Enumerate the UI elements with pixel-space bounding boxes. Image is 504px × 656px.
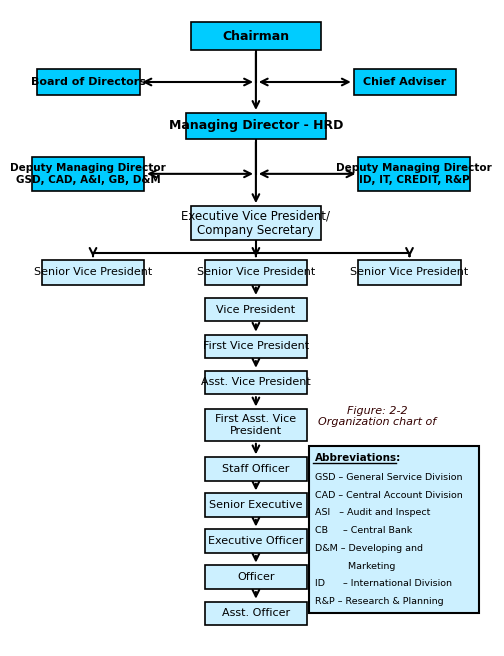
Text: Figure: 2-2
Organization chart of: Figure: 2-2 Organization chart of <box>318 406 436 427</box>
FancyBboxPatch shape <box>191 206 321 240</box>
Text: Vice President: Vice President <box>216 304 295 315</box>
Text: Asst. Vice President: Asst. Vice President <box>201 377 311 388</box>
Text: GSD – General Service Division: GSD – General Service Division <box>315 473 463 482</box>
Text: CAD – Central Account Division: CAD – Central Account Division <box>315 491 463 500</box>
FancyBboxPatch shape <box>309 446 479 613</box>
Text: Senior Executive: Senior Executive <box>209 500 303 510</box>
FancyBboxPatch shape <box>358 157 470 191</box>
Text: Senior Vice President: Senior Vice President <box>197 267 315 277</box>
FancyBboxPatch shape <box>205 409 307 441</box>
FancyBboxPatch shape <box>205 565 307 589</box>
Text: Officer: Officer <box>237 572 275 583</box>
FancyBboxPatch shape <box>186 113 326 139</box>
FancyBboxPatch shape <box>205 493 307 517</box>
Text: D&M – Developing and: D&M – Developing and <box>315 544 423 553</box>
Text: ASI   – Audit and Inspect: ASI – Audit and Inspect <box>315 508 430 518</box>
FancyBboxPatch shape <box>205 260 307 285</box>
FancyBboxPatch shape <box>358 260 461 285</box>
Text: Asst. Officer: Asst. Officer <box>222 608 290 619</box>
Text: ID      – International Division: ID – International Division <box>315 579 452 588</box>
FancyBboxPatch shape <box>205 335 307 358</box>
Text: Chief Adviser: Chief Adviser <box>363 77 447 87</box>
Text: Managing Director - HRD: Managing Director - HRD <box>169 119 343 133</box>
Text: Senior Vice President: Senior Vice President <box>34 267 152 277</box>
FancyBboxPatch shape <box>32 157 144 191</box>
Text: Board of Directors: Board of Directors <box>31 77 146 87</box>
Text: CB     – Central Bank: CB – Central Bank <box>315 526 412 535</box>
Text: Executive Vice President/
Company Secretary: Executive Vice President/ Company Secret… <box>181 209 331 237</box>
Text: Abbreviations:: Abbreviations: <box>315 453 401 463</box>
Text: Executive Officer: Executive Officer <box>208 536 303 546</box>
Text: Senior Vice President: Senior Vice President <box>350 267 469 277</box>
Text: First Asst. Vice
President: First Asst. Vice President <box>215 415 296 436</box>
Text: Deputy Managing Director
GSD, CAD, A&I, GB, D&M: Deputy Managing Director GSD, CAD, A&I, … <box>11 163 166 184</box>
FancyBboxPatch shape <box>205 457 307 481</box>
Text: Chairman: Chairman <box>222 30 289 43</box>
FancyBboxPatch shape <box>205 371 307 394</box>
Text: First Vice President: First Vice President <box>203 341 309 352</box>
FancyBboxPatch shape <box>205 529 307 553</box>
FancyBboxPatch shape <box>205 298 307 321</box>
FancyBboxPatch shape <box>42 260 144 285</box>
Text: Deputy Managing Director
ID, IT, CREDIT, R&P: Deputy Managing Director ID, IT, CREDIT,… <box>336 163 492 184</box>
FancyBboxPatch shape <box>354 69 456 95</box>
FancyBboxPatch shape <box>191 22 321 50</box>
FancyBboxPatch shape <box>205 602 307 625</box>
FancyBboxPatch shape <box>37 69 140 95</box>
Text: R&P – Research & Planning: R&P – Research & Planning <box>315 597 444 606</box>
Text: Marketing: Marketing <box>315 562 396 571</box>
Text: Staff Officer: Staff Officer <box>222 464 290 474</box>
